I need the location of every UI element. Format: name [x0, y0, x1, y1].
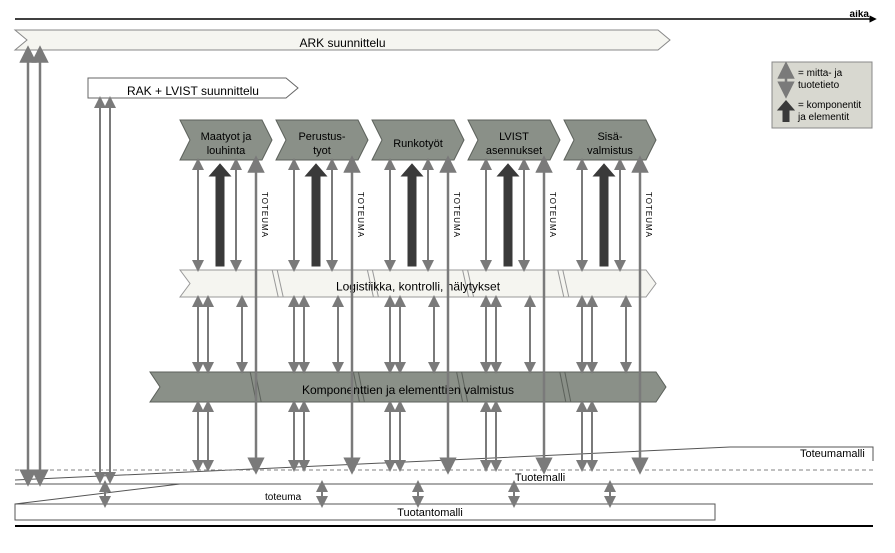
svg-text:ja elementit: ja elementit	[797, 112, 849, 123]
svg-text:TOTEUMA: TOTEUMA	[644, 192, 653, 238]
svg-text:TOTEUMA: TOTEUMA	[356, 192, 365, 238]
thick-arrow-icon	[210, 164, 231, 266]
svg-text:= mitta- ja: = mitta- ja	[798, 68, 843, 79]
svg-text:ARK suunnittelu: ARK suunnittelu	[299, 36, 385, 50]
svg-text:Tuotantomalli: Tuotantomalli	[397, 507, 463, 519]
svg-text:TOTEUMA: TOTEUMA	[548, 192, 557, 238]
svg-text:TOTEUMA: TOTEUMA	[452, 192, 461, 238]
svg-text:Komponenttien ja elementtien v: Komponenttien ja elementtien valmistus	[302, 383, 514, 397]
svg-text:valmistus: valmistus	[587, 145, 633, 157]
svg-text:Logistiikka, kontrolli, hälyty: Logistiikka, kontrolli, hälytykset	[336, 280, 501, 294]
svg-text:louhinta: louhinta	[207, 145, 246, 157]
thick-arrow-icon	[498, 164, 519, 266]
svg-text:Maatyot ja: Maatyot ja	[201, 131, 253, 143]
svg-text:RAK + LVIST suunnittelu: RAK + LVIST suunnittelu	[127, 84, 259, 98]
thick-arrow-icon	[306, 164, 327, 266]
svg-text:asennukset: asennukset	[486, 145, 542, 157]
svg-text:tuotetieto: tuotetieto	[798, 80, 840, 91]
svg-text:Tuotemalli: Tuotemalli	[515, 472, 565, 484]
svg-text:LVIST: LVIST	[499, 131, 529, 143]
svg-text:Runkotyöt: Runkotyöt	[393, 138, 443, 150]
svg-text:aika: aika	[850, 10, 870, 20]
svg-text:TOTEUMA: TOTEUMA	[260, 192, 269, 238]
svg-text:= komponentit: = komponentit	[798, 100, 861, 111]
thick-arrow-icon	[402, 164, 423, 266]
svg-text:toteuma: toteuma	[265, 492, 302, 503]
svg-text:tyot: tyot	[313, 145, 331, 157]
svg-text:Toteumamalli: Toteumamalli	[800, 448, 865, 460]
svg-text:Perustus-: Perustus-	[298, 131, 345, 143]
svg-text:Sisä-: Sisä-	[597, 131, 622, 143]
thick-arrow-icon	[594, 164, 615, 266]
